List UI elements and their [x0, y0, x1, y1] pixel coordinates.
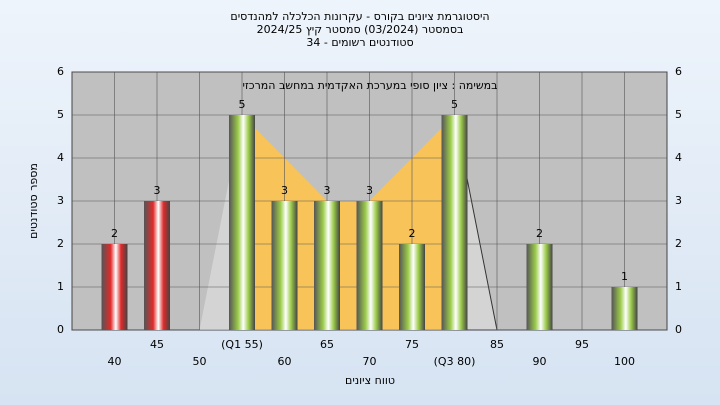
y-tick-label: 5	[57, 108, 64, 121]
y2-tick-label: 6	[675, 65, 682, 78]
x-tick-label: 60	[278, 355, 292, 368]
data-label: 2	[111, 227, 118, 240]
x-tick-label: 65	[320, 338, 334, 351]
bar	[526, 244, 553, 330]
y-tick-label: 0	[57, 323, 64, 336]
chart-title: היסטוגרמת ציונים בקורס - עקרונות הכלכלה …	[230, 10, 489, 23]
y2-tick-label: 4	[675, 151, 682, 164]
data-label: 2	[409, 227, 416, 240]
chart-subtitle: סטודנטים רשומים - 34	[306, 36, 413, 49]
annotation: במשימה : ציון סופי במערכת האקדמית במחשב …	[243, 79, 498, 92]
data-label: 3	[324, 184, 331, 197]
x-tick-label: (Q1 55)	[221, 338, 263, 351]
x-tick-label: 70	[363, 355, 377, 368]
chart-subtitle: בסמסטר (03/2024) סמסטר קיץ 2024/25	[257, 23, 464, 36]
y2-tick-label: 0	[675, 323, 682, 336]
x-tick-label: (Q3 80)	[434, 355, 476, 368]
y2-tick-label: 1	[675, 280, 682, 293]
x-axis-label: טווח ציונים	[345, 374, 395, 387]
data-label: 1	[621, 270, 628, 283]
y-tick-label: 4	[57, 151, 64, 164]
y-tick-label: 2	[57, 237, 64, 250]
data-label: 5	[451, 98, 458, 111]
data-label: 3	[366, 184, 373, 197]
x-tick-label: 85	[490, 338, 504, 351]
y-tick-label: 3	[57, 194, 64, 207]
bar	[144, 201, 170, 330]
data-label: 3	[154, 184, 161, 197]
bar	[101, 244, 128, 330]
y2-tick-label: 5	[675, 108, 682, 121]
data-label: 5	[239, 98, 246, 111]
x-tick-label: 90	[533, 355, 547, 368]
bar	[314, 201, 340, 330]
x-tick-label: 45	[150, 338, 164, 351]
y-axis-label: מספר סטודנטים	[27, 163, 40, 239]
bar	[229, 115, 255, 330]
bar	[356, 201, 383, 330]
x-tick-label: 50	[193, 355, 207, 368]
y-tick-label: 1	[57, 280, 64, 293]
bar	[399, 244, 425, 330]
y-tick-label: 6	[57, 65, 64, 78]
y2-tick-label: 2	[675, 237, 682, 250]
bar	[441, 115, 468, 330]
bar	[611, 287, 638, 330]
data-label: 2	[536, 227, 543, 240]
x-tick-label: 95	[575, 338, 589, 351]
x-tick-label: 40	[108, 355, 122, 368]
data-label: 3	[281, 184, 288, 197]
x-tick-label: 75	[405, 338, 419, 351]
x-tick-label: 100	[614, 355, 635, 368]
y2-tick-label: 3	[675, 194, 682, 207]
bar	[271, 201, 298, 330]
